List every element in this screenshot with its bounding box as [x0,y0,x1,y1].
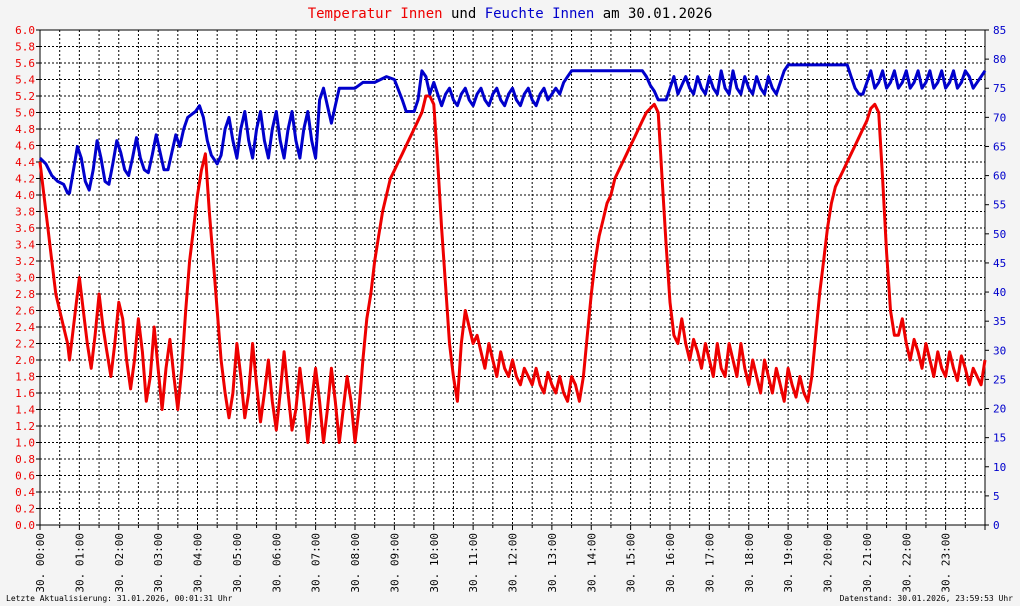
x-tick-label: 30. 12:00 [507,533,520,593]
y-axis-left-ticks: 0.0 0.2 0.4 0.6 0.8 1.0 1.2 1.4 1.6 1.8 2.0 2.2 2.4 2… [15,24,40,532]
y-right-tick-label: 10 [993,461,1006,474]
y-left-tick-label: 2.2 [15,338,35,351]
y-right-tick-label: 50 [993,228,1006,241]
x-tick-label: 30. 00:00 [34,533,47,593]
y-right-tick-label: 70 [993,111,1006,124]
y-left-tick-label: 0.2 [15,503,35,516]
x-tick-label: 30. 05:00 [231,533,244,593]
y-right-tick-label: 45 [993,257,1006,270]
y-right-tick-label: 25 [993,373,1006,386]
y-right-tick-label: 75 [993,82,1006,95]
x-tick-label: 30. 20:00 [822,533,835,593]
x-tick-label: 30. 09:00 [388,533,401,593]
y-right-tick-label: 40 [993,286,1006,299]
y-left-tick-label: 4.4 [15,156,35,169]
y-left-tick-label: 2.8 [15,288,35,301]
y-left-tick-label: 4.2 [15,173,35,186]
y-left-tick-label: 0.4 [15,486,35,499]
y-left-tick-label: 3.6 [15,222,35,235]
y-left-tick-label: 3.4 [15,239,35,252]
x-tick-label: 30. 22:00 [900,533,913,593]
x-tick-label: 30. 06:00 [270,533,283,593]
x-tick-label: 30. 16:00 [664,533,677,593]
grid [40,30,985,525]
y-left-tick-label: 0.8 [15,453,35,466]
y-left-tick-label: 2.4 [15,321,35,334]
title-temperature: Temperatur Innen [308,6,443,22]
y-left-tick-label: 0.6 [15,470,35,483]
title-connector: und [443,6,485,22]
temperature-series-line [38,94,987,444]
x-tick-label: 30. 07:00 [310,533,323,593]
x-tick-label: 30. 17:00 [703,533,716,593]
x-tick-label: 30. 01:00 [73,533,86,593]
title-date: am 30.01.2026 [594,6,712,22]
y-left-tick-label: 4.6 [15,140,35,153]
title-humidity: Feuchte Innen [485,6,595,22]
x-tick-label: 30. 04:00 [192,533,205,593]
y-left-tick-label: 1.0 [15,437,35,450]
y-left-tick-label: 3.8 [15,206,35,219]
y-left-tick-label: 0.0 [15,519,35,532]
x-tick-label: 30. 19:00 [782,533,795,593]
y-right-tick-label: 15 [993,432,1006,445]
x-tick-label: 30. 18:00 [743,533,756,593]
y-left-tick-label: 5.0 [15,107,35,120]
y-left-tick-label: 2.0 [15,354,35,367]
y-axis-right-ticks: 0 5 10 15 20 25 30 35 40 45 50 55 60 65 70 75 80 85 [985,24,1006,532]
y-right-tick-label: 55 [993,199,1006,212]
y-left-tick-label: 4.8 [15,123,35,136]
footer-left: Letzte Aktualisierung: 31.01.2026, 00:01… [6,594,233,603]
y-right-tick-label: 0 [993,519,1000,532]
y-left-tick-label: 5.4 [15,74,35,87]
y-right-tick-label: 85 [993,24,1006,37]
y-left-tick-label: 5.8 [15,41,35,54]
y-left-tick-label: 4.0 [15,189,35,202]
x-tick-label: 30. 23:00 [940,533,953,593]
x-tick-label: 30. 15:00 [625,533,638,593]
x-axis-ticks: 30. 00:00 30. 01:00 30. 02:00 30. 03:00 30. … [34,525,986,593]
y-left-tick-label: 3.0 [15,272,35,285]
chart-title: Temperatur Innen und Feuchte Innen am 30… [308,6,713,22]
y-left-tick-label: 1.4 [15,404,35,417]
x-tick-label: 30. 14:00 [585,533,598,593]
y-left-tick-label: 1.2 [15,420,35,433]
y-right-tick-label: 80 [993,53,1006,66]
x-tick-label: 30. 21:00 [861,533,874,593]
y-left-tick-label: 2.6 [15,305,35,318]
x-tick-label: 30. 02:00 [113,533,126,593]
y-right-tick-label: 65 [993,140,1006,153]
y-right-tick-label: 20 [993,403,1006,416]
x-tick-label: 30. 03:00 [152,533,165,593]
y-left-tick-label: 5.6 [15,57,35,70]
y-left-tick-label: 3.2 [15,255,35,268]
y-left-tick-label: 5.2 [15,90,35,103]
x-tick-label: 30. 11:00 [467,533,480,593]
x-tick-label: 30. 08:00 [349,533,362,593]
y-right-tick-label: 30 [993,344,1006,357]
y-left-tick-label: 1.6 [15,387,35,400]
y-right-tick-label: 5 [993,490,1000,503]
series-group [38,63,987,444]
footer-right: Datenstand: 30.01.2026, 23:59:53 Uhr [840,594,1014,603]
humidity-series-line [38,63,987,195]
x-tick-label: 30. 10:00 [428,533,441,593]
y-right-tick-label: 60 [993,170,1006,183]
x-tick-label: 30. 13:00 [546,533,559,593]
y-left-tick-label: 6.0 [15,24,35,37]
y-right-tick-label: 35 [993,315,1006,328]
y-left-tick-label: 1.8 [15,371,35,384]
